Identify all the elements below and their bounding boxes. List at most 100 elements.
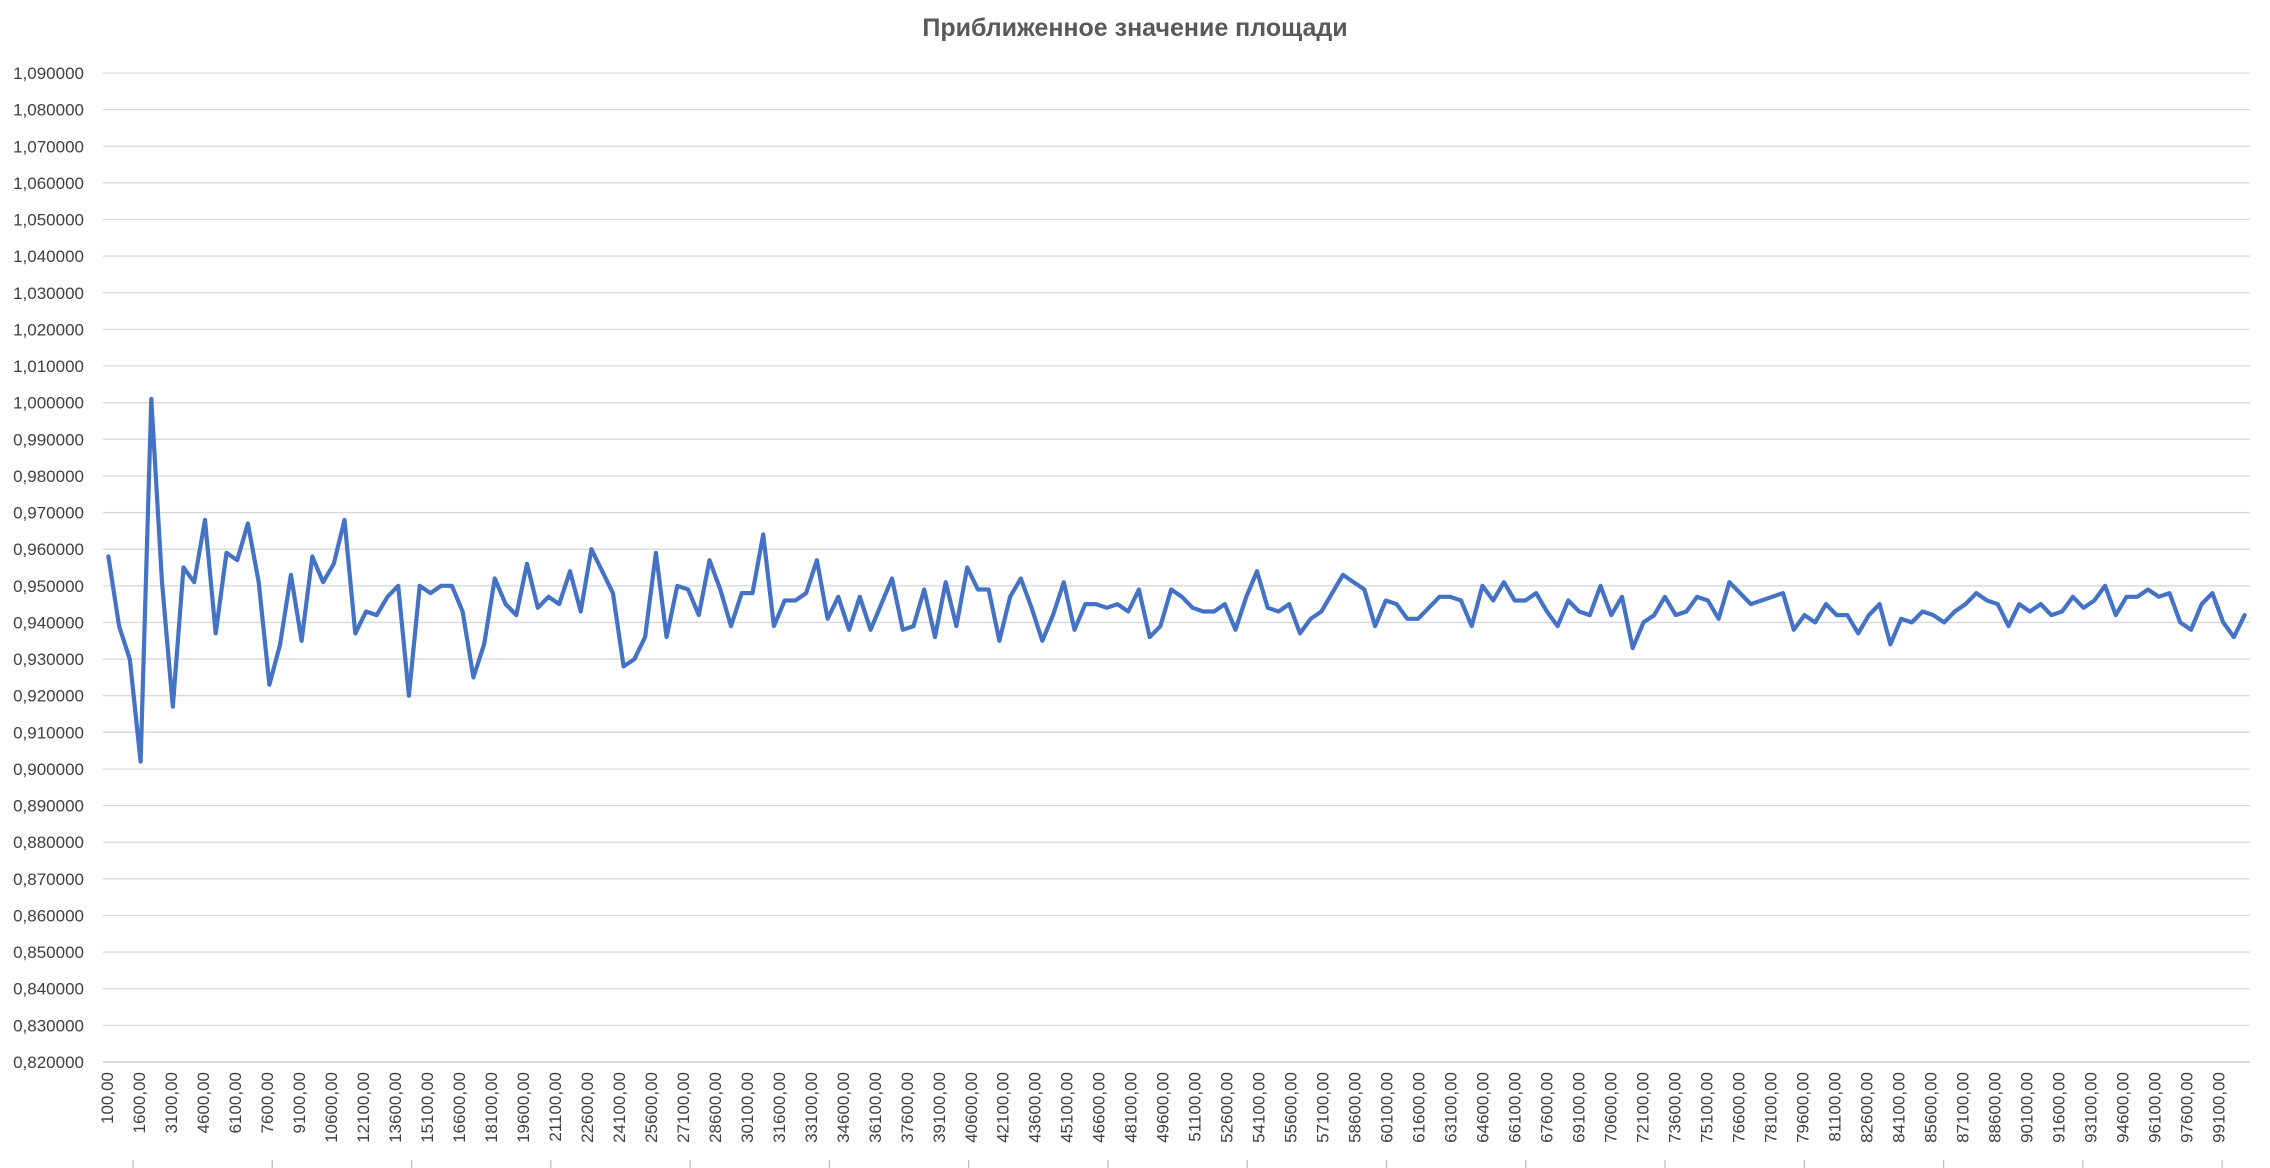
x-tick-label: 85600,00 xyxy=(1921,1072,1940,1143)
x-tick-label: 16600,00 xyxy=(450,1072,469,1143)
y-tick-label: 0,830000 xyxy=(13,1016,84,1035)
y-tick-label: 1,020000 xyxy=(13,320,84,339)
x-tick-label: 15100,00 xyxy=(418,1072,437,1143)
y-tick-label: 0,980000 xyxy=(13,467,84,486)
x-tick-label: 67600,00 xyxy=(1538,1072,1557,1143)
x-tick-label: 19600,00 xyxy=(514,1072,533,1143)
x-tick-label: 13600,00 xyxy=(386,1072,405,1143)
x-tick-label: 87100,00 xyxy=(1953,1072,1972,1143)
series-line xyxy=(106,396,2247,764)
y-tick-label: 1,000000 xyxy=(13,394,84,413)
y-tick-label: 1,070000 xyxy=(13,137,84,156)
x-tick-label: 81100,00 xyxy=(1826,1072,1845,1142)
y-tick-label: 0,860000 xyxy=(13,906,84,925)
x-tick-label: 7600,00 xyxy=(258,1072,277,1133)
y-tick-label: 0,920000 xyxy=(13,687,84,706)
x-tick-label: 76600,00 xyxy=(1730,1072,1749,1143)
x-tick-label: 3100,00 xyxy=(162,1072,181,1133)
x-tick-label: 90100,00 xyxy=(2017,1072,2036,1143)
x-tick-label: 27100,00 xyxy=(674,1072,693,1143)
y-tick-label: 0,950000 xyxy=(13,577,84,596)
x-tick-label: 58600,00 xyxy=(1346,1072,1365,1143)
x-tick-label: 100,00 xyxy=(98,1072,117,1124)
x-tick-label: 93100,00 xyxy=(2081,1072,2100,1143)
y-tick-label: 1,080000 xyxy=(13,101,84,120)
x-tick-label: 24100,00 xyxy=(610,1072,629,1143)
x-tick-label: 73600,00 xyxy=(1666,1072,1685,1143)
x-tick-label: 52600,00 xyxy=(1218,1072,1237,1143)
gridlines xyxy=(103,72,2250,1063)
x-tick-label: 84100,00 xyxy=(1889,1072,1908,1143)
y-tick-label: 0,890000 xyxy=(13,797,84,816)
x-tick-label: 40600,00 xyxy=(962,1072,981,1143)
x-tick-label: 51100,00 xyxy=(1186,1072,1205,1142)
y-tick-label: 0,990000 xyxy=(13,430,84,449)
y-tick-label: 0,940000 xyxy=(13,613,84,632)
x-tick-label: 21100,00 xyxy=(546,1072,565,1142)
x-tick-label: 60100,00 xyxy=(1378,1072,1397,1143)
x-tick-label: 18100,00 xyxy=(482,1072,501,1143)
y-tick-label: 0,840000 xyxy=(13,980,84,999)
series-area xyxy=(106,396,2247,764)
y-tick-label: 1,050000 xyxy=(13,211,84,230)
x-tick-label: 43600,00 xyxy=(1026,1072,1045,1143)
y-tick-label: 1,030000 xyxy=(13,284,84,303)
x-tick-label: 45100,00 xyxy=(1058,1072,1077,1143)
y-tick-label: 0,820000 xyxy=(13,1053,84,1072)
x-tick-label: 82600,00 xyxy=(1858,1072,1877,1143)
y-tick-label: 0,870000 xyxy=(13,870,84,889)
x-tick-label: 39100,00 xyxy=(930,1072,949,1143)
x-tick-label: 28600,00 xyxy=(706,1072,725,1143)
y-axis-tick-labels: 0,820000 0,830000 0,840000 0,850000 0,860000… xyxy=(13,64,84,1072)
x-tick-label: 88600,00 xyxy=(1985,1072,2004,1143)
x-tick-label: 55600,00 xyxy=(1282,1072,1301,1143)
x-tick-label: 10600,00 xyxy=(322,1072,341,1143)
x-tick-label: 78100,00 xyxy=(1762,1072,1781,1143)
x-tick-label: 30100,00 xyxy=(738,1072,757,1143)
chart-title: Приближенное значение площади xyxy=(922,14,1347,42)
x-tick-label: 69100,00 xyxy=(1570,1072,1589,1143)
x-tick-label: 37600,00 xyxy=(898,1072,917,1143)
x-tick-label: 25600,00 xyxy=(642,1072,661,1143)
x-tick-label: 72100,00 xyxy=(1634,1072,1653,1143)
x-tick-label: 64600,00 xyxy=(1474,1072,1493,1143)
y-tick-label: 0,880000 xyxy=(13,833,84,852)
x-tick-label: 66100,00 xyxy=(1506,1072,1525,1143)
x-tick-label: 70600,00 xyxy=(1602,1072,1621,1143)
y-tick-label: 0,850000 xyxy=(13,943,84,962)
y-tick-label: 1,010000 xyxy=(13,357,84,376)
x-tick-label: 96100,00 xyxy=(2145,1072,2164,1143)
y-tick-label: 1,060000 xyxy=(13,174,84,193)
x-tick-label: 36100,00 xyxy=(866,1072,885,1143)
x-tick-label: 34600,00 xyxy=(834,1072,853,1143)
x-tick-label: 97600,00 xyxy=(2177,1072,2196,1143)
x-tick-label: 54100,00 xyxy=(1250,1072,1269,1143)
x-tick-label: 12100,00 xyxy=(354,1072,373,1143)
x-tick-label: 99100,00 xyxy=(2209,1072,2228,1143)
x-tick-label: 94600,00 xyxy=(2113,1072,2132,1143)
x-tick-label: 49600,00 xyxy=(1154,1072,1173,1143)
x-tick-label: 61600,00 xyxy=(1410,1072,1429,1143)
y-tick-label: 1,090000 xyxy=(13,64,84,83)
x-tick-label: 63100,00 xyxy=(1442,1072,1461,1143)
x-tick-label: 79600,00 xyxy=(1794,1072,1813,1143)
x-tick-label: 6100,00 xyxy=(226,1072,245,1133)
x-tick-label: 33100,00 xyxy=(802,1072,821,1143)
y-tick-label: 0,930000 xyxy=(13,650,84,669)
y-tick-label: 1,040000 xyxy=(13,247,84,266)
y-tick-label: 0,970000 xyxy=(13,504,84,523)
x-tick-label: 22600,00 xyxy=(578,1072,597,1143)
x-tick-label: 46600,00 xyxy=(1090,1072,1109,1143)
y-tick-label: 0,910000 xyxy=(13,723,84,742)
x-tick-label: 57100,00 xyxy=(1314,1072,1333,1143)
x-tick-label: 42100,00 xyxy=(994,1072,1013,1143)
x-tick-label: 75100,00 xyxy=(1698,1072,1717,1143)
x-tick-label: 31600,00 xyxy=(770,1072,789,1143)
x-tick-label: 91600,00 xyxy=(2049,1072,2068,1143)
x-tick-label: 48100,00 xyxy=(1122,1072,1141,1143)
y-tick-label: 0,960000 xyxy=(13,540,84,559)
x-tick-label: 1600,00 xyxy=(130,1072,149,1133)
y-tick-label: 0,900000 xyxy=(13,760,84,779)
x-tick-label: 9100,00 xyxy=(290,1072,309,1133)
